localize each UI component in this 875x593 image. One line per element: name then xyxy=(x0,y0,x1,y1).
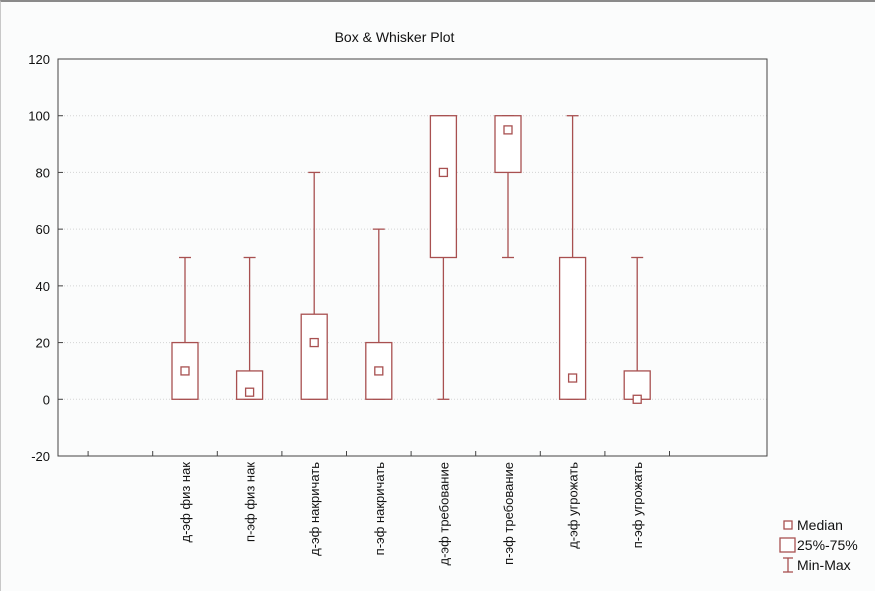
legend-label: 25%-75% xyxy=(797,537,858,553)
legend-label: Min-Max xyxy=(797,557,851,573)
median-marker xyxy=(438,167,449,178)
plot-area-group xyxy=(57,58,768,457)
x-category-label: д-эф требование xyxy=(436,462,451,565)
median-marker xyxy=(632,394,642,404)
x-category-label: д-эф физ нак xyxy=(178,462,193,543)
x-category-label: п-эф требование xyxy=(501,462,516,565)
box-7 xyxy=(558,115,587,400)
x-category-label: д-эф угрожать xyxy=(566,462,581,549)
box-4 xyxy=(365,228,393,400)
x-category-label: п-эф угрожать xyxy=(630,462,645,548)
boxes-layer xyxy=(171,115,651,404)
box-iqr xyxy=(494,115,522,174)
y-axis: -20 0 20 40 60 80 100 120 xyxy=(28,52,63,464)
median-marker xyxy=(567,373,578,383)
box-iqr xyxy=(365,341,393,400)
y-tick-label: -20 xyxy=(31,449,50,464)
x-category-label: п-эф накричать xyxy=(372,462,387,556)
box-3 xyxy=(300,171,328,400)
y-tick-label: 0 xyxy=(43,392,50,407)
box-5 xyxy=(429,115,458,400)
median-marker xyxy=(244,387,255,397)
median-marker xyxy=(503,125,513,135)
box-iqr xyxy=(429,115,458,259)
box-8 xyxy=(623,256,651,404)
y-tick-label: 60 xyxy=(36,222,50,237)
legend-box-symbol xyxy=(779,537,796,553)
y-tick-label: 100 xyxy=(28,109,50,124)
box-iqr xyxy=(300,313,328,400)
box-iqr xyxy=(235,370,264,400)
y-tick-label: 40 xyxy=(36,279,50,294)
median-marker xyxy=(309,337,319,348)
plot-area xyxy=(57,58,768,457)
x-category-label: д-эф накричать xyxy=(307,462,322,556)
box-iqr xyxy=(558,256,587,400)
legend-label: Median xyxy=(797,517,843,533)
chart-title: Box & Whisker Plot xyxy=(335,29,455,45)
y-tick-label: 120 xyxy=(28,52,50,67)
x-axis: д-эф физ нак п-эф физ нак д-эф накричать п-… xyxy=(87,451,670,565)
box-2 xyxy=(235,256,264,400)
legend: Median 25%-75% Min-Max xyxy=(779,517,858,573)
median-marker xyxy=(374,366,384,376)
grid-lines xyxy=(58,115,767,400)
box-iqr xyxy=(623,370,651,400)
legend-median-symbol xyxy=(783,520,793,530)
y-tick-label: 80 xyxy=(36,165,50,180)
y-tick-label: 20 xyxy=(36,336,50,351)
box-6 xyxy=(494,115,522,259)
box-1 xyxy=(171,256,199,400)
x-category-label: п-эф физ нак xyxy=(243,462,258,542)
median-marker xyxy=(180,366,190,376)
